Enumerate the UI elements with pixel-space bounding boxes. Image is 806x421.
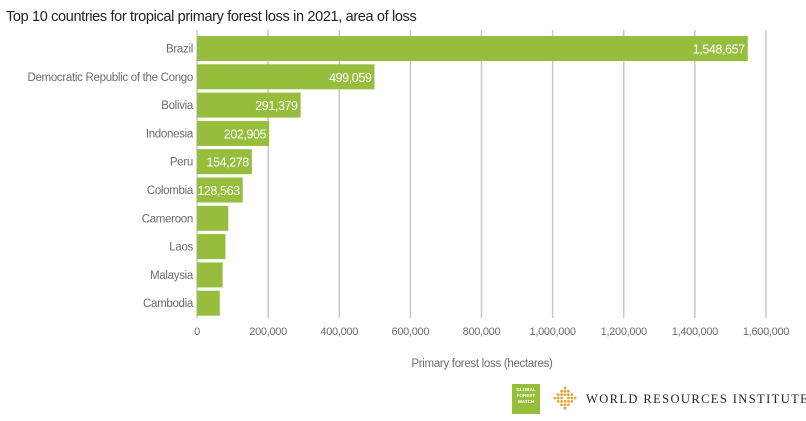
category-label: Colombia	[147, 185, 194, 197]
data-label: 154,278	[206, 156, 249, 170]
bar	[197, 92, 301, 118]
bar	[197, 262, 223, 288]
bar	[197, 64, 375, 90]
bar	[197, 36, 748, 61]
x-tick-label: 1,600,000	[743, 326, 789, 338]
bar	[197, 205, 229, 231]
x-tick-label: 1,000,000	[530, 326, 576, 338]
x-tick-label: 400,000	[320, 326, 358, 338]
category-label: Bolivia	[161, 100, 194, 112]
category-label: Peru	[170, 157, 193, 169]
x-axis-label: Primary forest loss (hectares)	[411, 358, 553, 370]
bar-chart: Brazil Democratic Republic of the Congo Bo…	[27, 30, 790, 370]
category-label: Democratic Republic of the Congo	[27, 72, 193, 84]
gfw-logo-line: FOREST	[516, 393, 536, 398]
x-tick-labels: 0 200,000 400,000 600,000 800,000 1,000,000 1,…	[194, 326, 790, 338]
category-labels: Brazil Democratic Republic of the Congo Bo…	[27, 44, 194, 311]
x-tick-label: 200,000	[249, 326, 287, 338]
category-label: Indonesia	[146, 128, 194, 140]
category-label: Laos	[169, 242, 193, 254]
category-label: Brazil	[166, 44, 193, 56]
category-label: Cambodia	[143, 298, 194, 310]
global-forest-watch-logo: GLOBAL FOREST WATCH	[512, 384, 540, 414]
category-label: Cameroon	[142, 213, 193, 225]
data-labels: 1,548,657 499,059 291,379 202,905 154,278 128…	[197, 43, 745, 199]
wri-emblem-icon	[553, 386, 577, 410]
data-label: 499,059	[329, 71, 372, 85]
chart-title: Top 10 countries for tropical primary fo…	[6, 9, 417, 25]
x-tick-label: 600,000	[392, 326, 430, 338]
bar	[197, 120, 270, 146]
gfw-logo-line: WATCH	[517, 399, 535, 404]
gfw-logo-line: GLOBAL	[516, 387, 536, 392]
bar	[197, 290, 220, 316]
data-label: 202,905	[224, 127, 267, 141]
category-label: Malaysia	[150, 270, 194, 282]
bar	[197, 234, 226, 260]
x-tick-label: 800,000	[463, 326, 501, 338]
data-label: 291,379	[255, 99, 298, 113]
x-tick-label: 1,200,000	[601, 326, 647, 338]
x-tick-label: 0	[194, 326, 200, 338]
bars	[197, 36, 748, 316]
x-tick-label: 1,400,000	[672, 326, 718, 338]
wri-logo-text: WORLD RESOURCES INSTITUTE	[586, 392, 806, 406]
bar	[197, 177, 243, 203]
data-label: 128,563	[197, 184, 240, 198]
bar	[197, 149, 252, 175]
data-label: 1,548,657	[693, 43, 745, 57]
